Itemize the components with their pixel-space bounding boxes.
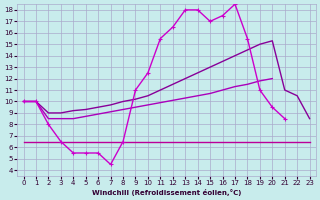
- X-axis label: Windchill (Refroidissement éolien,°C): Windchill (Refroidissement éolien,°C): [92, 189, 241, 196]
